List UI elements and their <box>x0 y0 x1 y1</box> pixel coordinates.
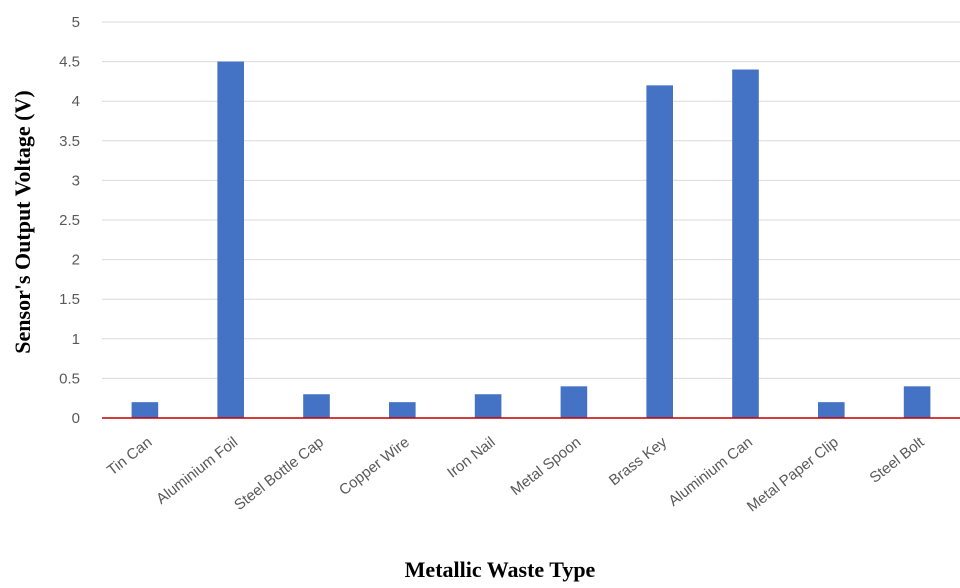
y-tick-label: 2.5 <box>59 212 80 229</box>
bar <box>474 394 502 418</box>
bar <box>131 402 159 418</box>
bar <box>389 402 416 418</box>
gridlines <box>102 21 960 379</box>
y-axis-title: Sensor's Output Voltage (V) <box>10 90 35 353</box>
y-tick-label: 0.5 <box>59 370 80 387</box>
bar <box>560 386 588 418</box>
bar <box>818 402 845 418</box>
y-tick-label: 2 <box>72 252 80 269</box>
x-tick-label: Metal Paper Clip <box>744 434 842 516</box>
bar <box>303 394 330 418</box>
x-tick-label: Iron Nail <box>444 434 498 482</box>
y-tick-label: 3.5 <box>59 133 80 150</box>
bars <box>131 61 931 419</box>
bar <box>217 61 244 418</box>
y-tick-label: 5 <box>72 14 80 31</box>
bar <box>732 69 759 419</box>
x-tick-label: Aluminium Foil <box>153 434 241 508</box>
bar <box>903 386 931 418</box>
x-tick-label: Tin Can <box>104 434 155 479</box>
y-tick-label: 4 <box>72 93 80 110</box>
x-tick-label: Aluminium Can <box>665 434 756 510</box>
x-tick-label: Steel Bottle Cap <box>231 434 327 514</box>
y-tick-label: 0 <box>72 410 80 427</box>
y-tick-label: 1.5 <box>59 291 80 308</box>
x-axis-title: Metallic Waste Type <box>405 557 596 582</box>
x-tick-label: Brass Key <box>606 433 671 489</box>
x-tick-label: Metal Spoon <box>508 434 585 499</box>
y-tick-label: 4.5 <box>59 54 80 71</box>
x-tick-label: Copper Wire <box>336 434 413 499</box>
x-tick-label: Steel Bolt <box>866 433 928 486</box>
y-tick-label: 3 <box>72 172 80 189</box>
y-tick-label: 1 <box>72 331 80 348</box>
bar <box>646 85 673 419</box>
